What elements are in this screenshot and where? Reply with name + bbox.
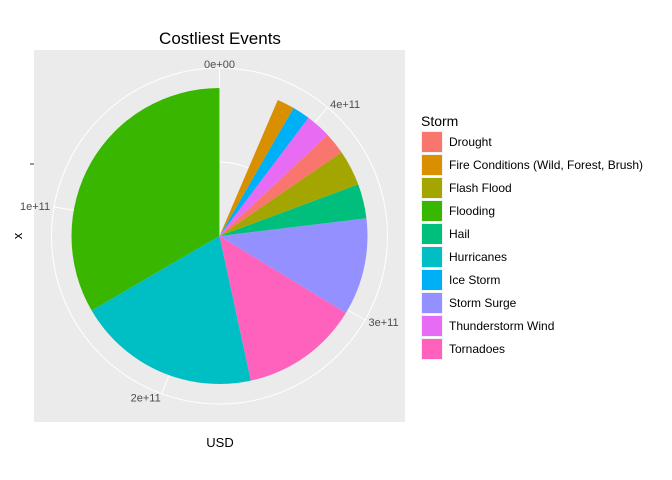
chart-title: Costliest Events bbox=[159, 29, 281, 48]
legend-label: Drought bbox=[449, 135, 492, 149]
pie-slices bbox=[71, 88, 368, 385]
pie-slice-thunderstorm-wind bbox=[219, 117, 328, 236]
legend-swatch bbox=[422, 316, 442, 336]
legend-swatch bbox=[422, 201, 442, 221]
value-tick-label: 4e+11 bbox=[330, 99, 360, 111]
legend-label: Flash Flood bbox=[449, 181, 512, 195]
legend-swatch bbox=[422, 339, 442, 359]
value-tick-label: 0e+00 bbox=[204, 59, 235, 71]
y-axis-title: x bbox=[10, 232, 25, 239]
legend-label: Thunderstorm Wind bbox=[449, 319, 554, 333]
pie-slice-storm-surge bbox=[219, 218, 368, 314]
legend: Drought Fire Conditions (Wild, Forest, Br… bbox=[421, 131, 643, 360]
legend-label: Hurricanes bbox=[449, 250, 507, 264]
pie-slice-flooding bbox=[71, 88, 220, 311]
pie-slice-flash-flood bbox=[219, 152, 359, 236]
legend-swatch bbox=[422, 132, 442, 152]
legend-label: Tornadoes bbox=[449, 342, 505, 356]
legend-label: Flooding bbox=[449, 204, 495, 218]
value-axis-ticks: 0e+00 1e+11 2e+11 3e+11 4e+11 bbox=[20, 59, 399, 405]
pie-slice-drought bbox=[219, 134, 342, 236]
legend-swatch bbox=[422, 270, 442, 290]
legend-title: Storm bbox=[421, 113, 458, 129]
pie-slice-fire-conditions-wild-forest-brush bbox=[219, 99, 294, 236]
legend-label: Hail bbox=[449, 227, 470, 241]
legend-swatch bbox=[422, 155, 442, 175]
legend-swatch bbox=[422, 293, 442, 313]
value-tick-label: 2e+11 bbox=[131, 393, 161, 405]
value-tick-label: 3e+11 bbox=[369, 317, 399, 329]
x-axis-title: USD bbox=[206, 435, 233, 450]
legend-swatch bbox=[422, 178, 442, 198]
legend-label: Ice Storm bbox=[449, 273, 500, 287]
legend-swatch bbox=[422, 247, 442, 267]
legend-label: Fire Conditions (Wild, Forest, Brush) bbox=[449, 158, 643, 172]
legend-label: Storm Surge bbox=[449, 296, 517, 310]
pie-slice-hurricanes bbox=[91, 236, 251, 385]
value-tick-label: 1e+11 bbox=[20, 201, 50, 213]
pie-slice-ice-storm bbox=[219, 107, 309, 236]
pie-slice-hail bbox=[219, 184, 367, 236]
legend-swatch bbox=[422, 224, 442, 244]
pie-slice-tornadoes bbox=[219, 236, 346, 381]
